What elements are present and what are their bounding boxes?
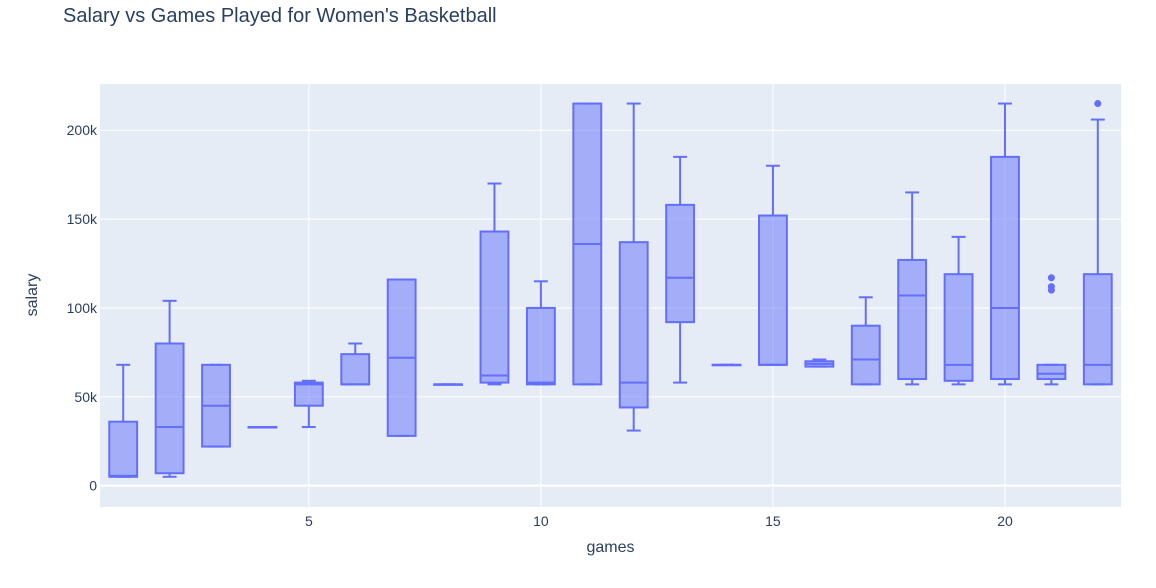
x-tick-label: 10: [533, 513, 549, 529]
iqr-box: [665, 203, 696, 324]
y-tick-label: 100k: [67, 300, 98, 316]
iqr-box: [1082, 273, 1113, 386]
box-games-13: [665, 155, 696, 384]
y-tick-label: 0: [89, 478, 97, 494]
box-games-20: [990, 102, 1020, 386]
box-games-4: [247, 426, 278, 429]
box-games-10: [525, 280, 556, 386]
iqr-box: [525, 306, 556, 386]
box-games-18: [897, 191, 928, 386]
x-tick-label: 20: [997, 513, 1013, 529]
y-tick-label: 50k: [74, 389, 98, 405]
box-games-5: [293, 379, 324, 429]
y-axis-ticks: 0 50k 100k 150k 200k: [67, 122, 98, 493]
x-axis-title: games: [586, 539, 634, 556]
box-games-16: [804, 358, 835, 368]
x-tick-label: 15: [765, 513, 781, 529]
box-games-14: [711, 363, 742, 367]
iqr-box: [618, 241, 649, 409]
box-games-6: [340, 342, 371, 386]
iqr-box: [293, 381, 324, 407]
box-games-12: [618, 102, 649, 432]
boxes: [108, 100, 1113, 478]
box-games-11: [572, 102, 603, 386]
box-games-1: [108, 363, 139, 478]
x-axis-ticks: 5 10 15 20: [305, 513, 1013, 529]
chart-title: Salary vs Games Played for Women's Baske…: [63, 5, 497, 27]
box-games-17: [850, 296, 881, 386]
outlier-point: [1047, 274, 1055, 282]
iqr-box: [850, 324, 881, 386]
iqr-box: [340, 353, 371, 386]
iqr-box: [154, 342, 185, 475]
box-games-22: [1082, 100, 1113, 386]
iqr-box: [897, 258, 928, 381]
iqr-box: [943, 273, 974, 382]
iqr-box: [1036, 363, 1067, 381]
y-tick-label: 150k: [67, 211, 98, 227]
box-games-3: [201, 363, 231, 448]
y-tick-label: 200k: [67, 122, 98, 138]
outlier-point: [1047, 283, 1055, 291]
outlier-point: [1094, 100, 1102, 108]
iqr-box: [990, 155, 1020, 381]
box-games-8: [433, 383, 463, 386]
iqr-box: [108, 420, 139, 478]
box-games-19: [943, 235, 974, 386]
y-axis-title: salary: [24, 274, 41, 317]
box-games-21: [1036, 274, 1067, 386]
iqr-box: [479, 230, 510, 384]
box-games-9: [479, 182, 510, 386]
box-games-15: [758, 164, 788, 366]
box-games-2: [154, 299, 185, 478]
iqr-box: [758, 214, 788, 366]
box-games-7: [386, 278, 417, 437]
x-tick-label: 5: [305, 513, 313, 529]
